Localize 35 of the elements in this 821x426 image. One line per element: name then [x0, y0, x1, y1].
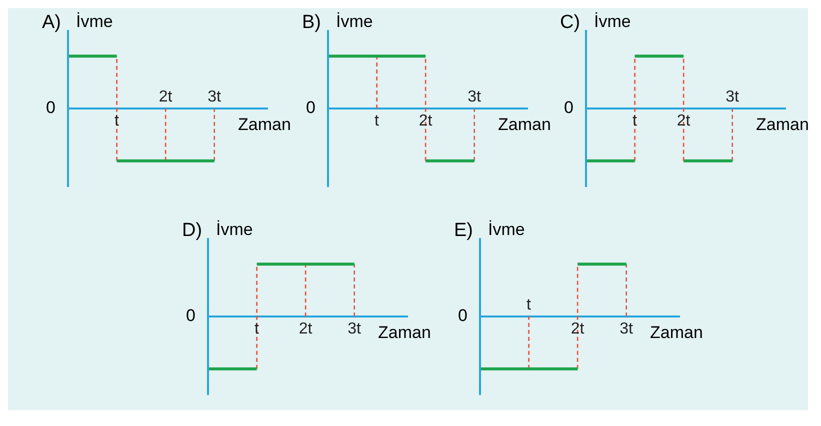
x-tick-label: 3t: [208, 88, 222, 106]
x-tick-label: t: [632, 112, 638, 130]
chart-title: C): [560, 12, 580, 34]
chart-title: B): [302, 12, 321, 34]
x-tick-label: 2t: [298, 320, 313, 338]
text: 0: [46, 98, 56, 118]
y-axis-title: İvme: [216, 220, 253, 240]
x-tick-label: t: [374, 112, 380, 130]
x-axis-title: Zaman: [238, 114, 291, 134]
y-axis-title: İvme: [336, 12, 373, 32]
text: 0: [306, 98, 316, 118]
x-axis-title: Zaman: [378, 322, 431, 342]
x-tick-label: 2t: [158, 88, 173, 106]
y-axis-title: İvme: [76, 12, 113, 32]
x-axis-title: Zaman: [650, 322, 703, 342]
x-axis-title: Zaman: [498, 114, 551, 134]
x-tick-label: 3t: [468, 88, 482, 106]
x-axis-title: Zaman: [756, 114, 809, 134]
x-tick-label: 3t: [348, 320, 362, 338]
x-tick-label: 3t: [726, 88, 740, 106]
x-tick-label: 2t: [418, 112, 433, 130]
x-tick-label: t: [114, 112, 120, 130]
y-axis-title: İvme: [488, 220, 525, 240]
x-tick-label: 2t: [676, 112, 691, 130]
x-tick-label: t: [526, 296, 532, 314]
chart-title: E): [454, 220, 473, 242]
x-tick-label: 2t: [570, 320, 585, 338]
text: 0: [564, 98, 574, 118]
text: 0: [186, 306, 196, 326]
text: 0: [458, 306, 468, 326]
x-tick-label: t: [254, 320, 260, 338]
y-axis-title: İvme: [594, 12, 631, 32]
x-tick-label: 3t: [620, 320, 634, 338]
chart-title: D): [182, 220, 202, 242]
chart-title: A): [42, 12, 61, 34]
